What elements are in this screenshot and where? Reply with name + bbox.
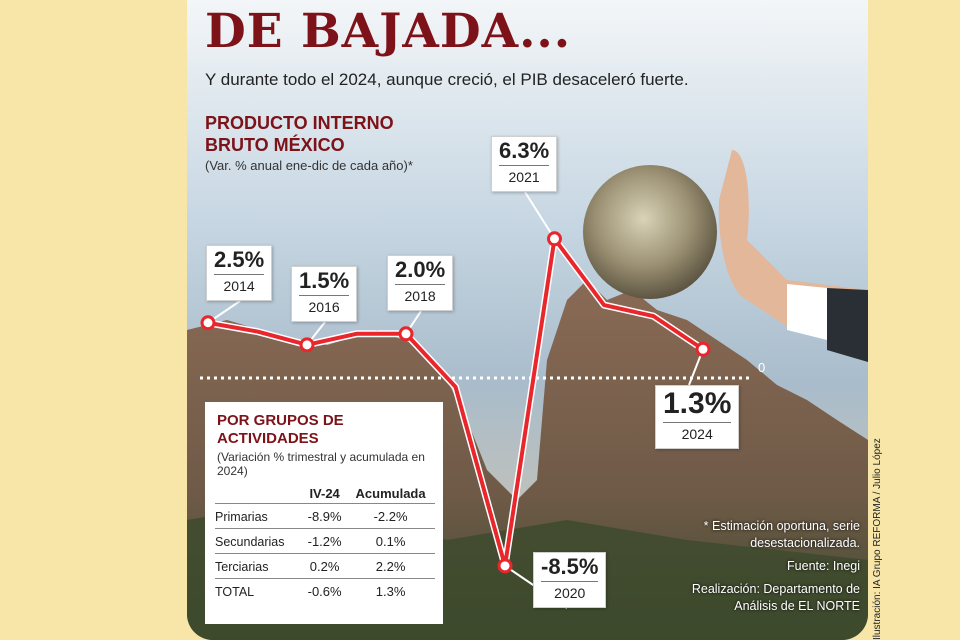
sector-name: TOTAL <box>215 584 255 599</box>
data-label-value: -8.5% <box>541 553 599 582</box>
data-label-year: 2021 <box>508 169 540 185</box>
accumulated-value: 2.2% <box>346 553 435 579</box>
chart-subtitle: (Var. % anual ene-dic de cada año)* <box>205 158 413 173</box>
quarterly-value: -1.2% <box>303 528 347 554</box>
sectors-table-panel: POR GRUPOS DE ACTIVIDADES (Variación % t… <box>205 402 443 624</box>
accumulated-value: 0.1% <box>346 528 435 554</box>
table-row: Terciarias 0.2% 2.2% <box>215 553 435 579</box>
table-row: TOTAL -0.6% 1.3% <box>215 579 435 604</box>
estimate-note: * Estimación oportuna, serie desestacion… <box>703 519 860 550</box>
sectors-title: POR GRUPOS DE ACTIVIDADES <box>217 412 344 447</box>
data-label-2021: 6.3% 2021 <box>491 136 558 192</box>
data-point-marker <box>299 337 315 353</box>
data-label-value: 2.0% <box>395 256 446 285</box>
data-point-marker <box>547 231 562 247</box>
data-label-2014: 2.5% 2014 <box>206 245 273 301</box>
page-subtitle: Y durante todo el 2024, aunque creció, e… <box>205 70 689 89</box>
sectors-subtitle: (Variación % trimestral y acumulada en 2… <box>217 450 425 478</box>
table-row: Secundarias -1.2% 0.1% <box>215 528 435 554</box>
source-note: Fuente: Inegi <box>787 559 860 573</box>
page-title: DE BAJADA... <box>205 4 572 59</box>
chart-header: PRODUCTO INTERNO BRUTO MÉXICO (Var. % an… <box>205 112 425 173</box>
accumulated-value: -2.2% <box>346 503 435 529</box>
side-credit-text: Ilustración: IA Grupo REFORMA / Julio Ló… <box>872 438 883 640</box>
data-point-marker <box>497 558 513 574</box>
data-point-marker <box>398 326 414 342</box>
column-header <box>215 484 304 504</box>
quarterly-value: -0.6% <box>307 584 342 599</box>
chart-title: PRODUCTO INTERNO BRUTO MÉXICO <box>205 113 394 155</box>
data-label-2018: 2.0% 2018 <box>387 255 454 311</box>
sector-name: Secundarias <box>215 528 304 554</box>
quarterly-value: -8.9% <box>303 503 347 529</box>
data-label-year: 2018 <box>404 288 436 304</box>
data-label-year: 2020 <box>554 585 586 601</box>
data-label-value: 6.3% <box>499 137 550 166</box>
quarterly-value: 0.2% <box>303 553 347 579</box>
zero-axis-label: 0 <box>758 360 766 375</box>
sector-name: Primarias <box>215 503 304 529</box>
data-label-2024: 1.3% 2024 <box>655 385 740 449</box>
series-line <box>207 236 705 568</box>
sectors-table: IV-24 Acumulada Primarias -8.9% -2.2% Se… <box>215 484 435 603</box>
data-label-year: 2016 <box>308 299 340 315</box>
data-point-marker <box>695 341 711 357</box>
callout-leader <box>524 191 556 240</box>
money-ball-image <box>583 165 717 299</box>
credit-note: Realización: Departamento de Análisis de… <box>691 582 860 613</box>
data-label-2016: 1.5% 2016 <box>291 266 358 322</box>
data-label-value: 1.3% <box>663 386 732 423</box>
sector-name: Terciarias <box>215 553 304 579</box>
column-header: Acumulada <box>346 484 435 504</box>
data-label-2020: -8.5% 2020 <box>533 552 607 608</box>
accumulated-value: 1.3% <box>375 584 406 599</box>
table-row: Primarias -8.9% -2.2% <box>215 503 435 529</box>
footnotes: * Estimación oportuna, serie desestacion… <box>660 518 860 621</box>
data-label-value: 2.5% <box>214 246 265 275</box>
column-header: IV-24 <box>303 484 347 504</box>
data-label-year: 2014 <box>223 278 255 294</box>
data-label-year: 2024 <box>681 426 713 442</box>
data-label-value: 1.5% <box>299 267 350 296</box>
data-point-marker <box>200 315 216 331</box>
